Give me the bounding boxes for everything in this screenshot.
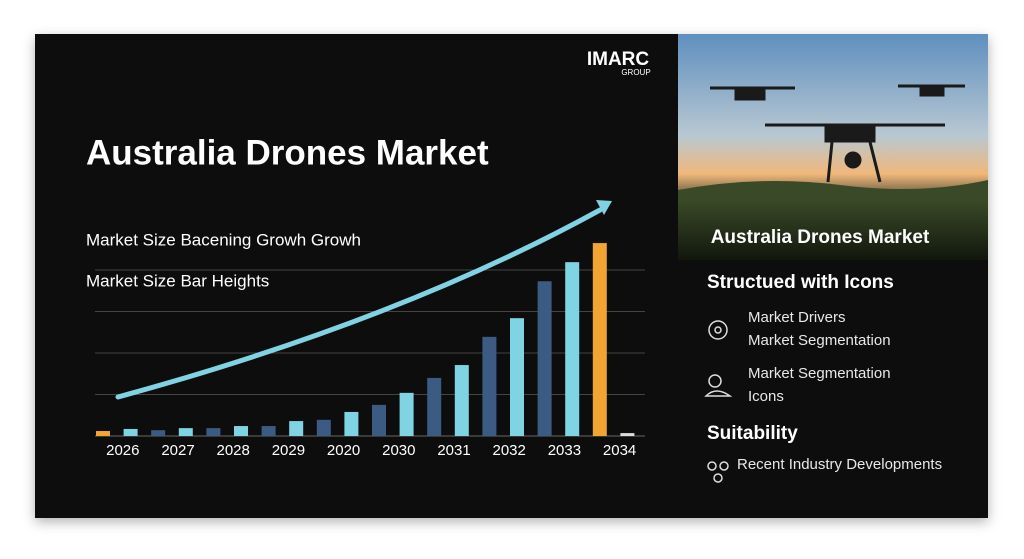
item: Recent Industry Developments [737,456,942,473]
bar [261,426,276,436]
heading: Suitability [707,423,798,444]
subtitle: Market Size Bar Heights [86,271,269,290]
bar [620,433,635,436]
x-tick-label: 2034 [603,442,636,459]
x-tick-label: 2029 [272,442,305,459]
x-tick-label: 2033 [548,442,581,459]
title: Australia Drones Market [86,133,489,172]
bar [565,262,580,436]
item: Market Segmentation [748,332,891,349]
icons [704,320,733,483]
logo-sub: GROUP [621,68,650,77]
bar [482,336,497,436]
item: Icons [748,388,784,405]
x-tick-label: 2031 [437,442,470,459]
x-tick-label: 2028 [217,442,250,459]
bar [537,281,552,436]
bar [372,404,386,436]
bar [399,392,414,436]
bar [316,419,331,436]
x-tick-label: 2032 [493,442,526,459]
bar [427,377,442,436]
x-tick-label: 2027 [161,442,194,459]
photo [678,34,988,260]
x-tick-label: 2020 [327,442,360,459]
bar [454,365,469,436]
heading: Structued with Icons [707,272,894,293]
chart: 2026 2027 2028 2029 2020 2030 2031 2032 2033 2034 [95,243,645,459]
bar [510,318,524,436]
bar [289,421,304,436]
trend-arrow [115,207,603,400]
photo-caption: Australia Drones Market [711,227,930,248]
bar [178,428,193,436]
x-tick-label: 2026 [106,442,139,459]
item: Market Segmentation [748,365,891,382]
bar [344,411,359,436]
subtitle: Market Size Bacening Growh Growh [86,230,361,249]
bar [123,428,138,436]
bar [234,426,248,436]
bar [151,430,166,436]
bar [206,428,221,436]
bar [96,431,110,436]
x-tick-label: 2030 [382,442,415,459]
item: Market Drivers [748,309,846,326]
arrow-head [596,200,612,215]
bar [592,243,607,436]
logo: IMARC [587,49,650,70]
